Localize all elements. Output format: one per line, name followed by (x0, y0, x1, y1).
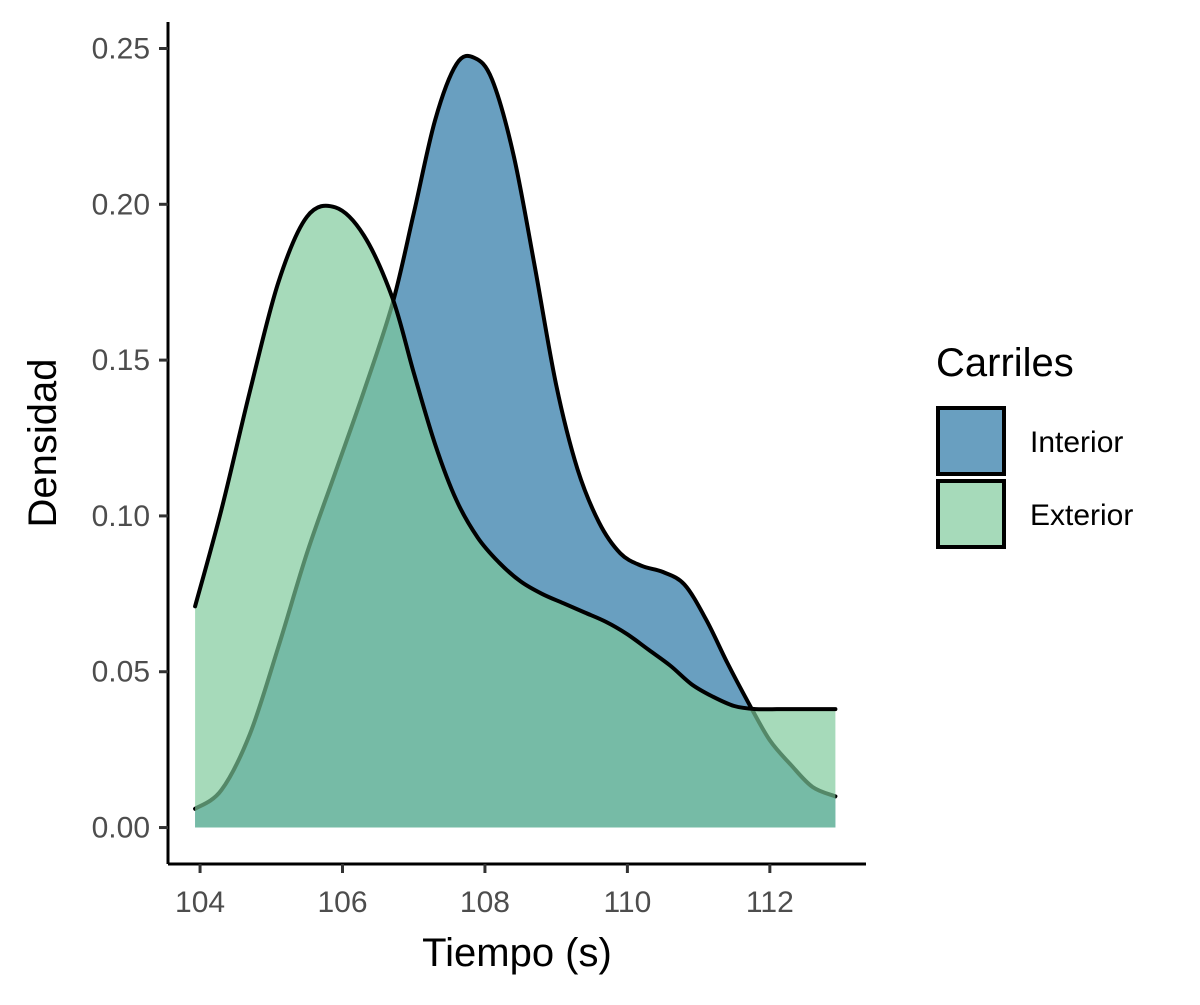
x-tick-label: 104 (175, 886, 225, 919)
axes: 0.00 0.05 0.10 0.15 0.20 0.25 104 106 108 110 112 (92, 22, 866, 919)
x-tick-label: 106 (317, 886, 367, 919)
density-line-exterior (193, 203, 838, 712)
legend: Carriles Interior Exterior (936, 341, 1133, 549)
density-areas (193, 53, 838, 828)
y-tick-label: 0.05 (92, 656, 150, 689)
y-tick-label: 0.20 (92, 188, 150, 221)
x-tick-label: 108 (460, 886, 510, 919)
legend-swatch-interior (936, 406, 1006, 476)
legend-title: Carriles (936, 341, 1074, 385)
legend-label-interior: Interior (1030, 426, 1123, 459)
y-ticks: 0.00 0.05 0.10 0.15 0.20 0.25 (92, 32, 168, 845)
legend-label-exterior: Exterior (1030, 499, 1133, 532)
legend-items: Interior Exterior (936, 406, 1133, 549)
y-axis-title: Densidad (21, 358, 65, 527)
y-tick-label: 0.15 (92, 344, 150, 377)
y-tick-label: 0.10 (92, 500, 150, 533)
legend-swatch-exterior (936, 479, 1006, 549)
x-axis-title: Tiempo (s) (422, 931, 612, 975)
x-ticks: 104 106 108 110 112 (175, 864, 794, 919)
x-tick-label: 110 (603, 886, 651, 919)
x-tick-label: 112 (746, 886, 794, 919)
y-tick-label: 0.25 (92, 32, 150, 65)
y-tick-label: 0.00 (92, 812, 150, 845)
